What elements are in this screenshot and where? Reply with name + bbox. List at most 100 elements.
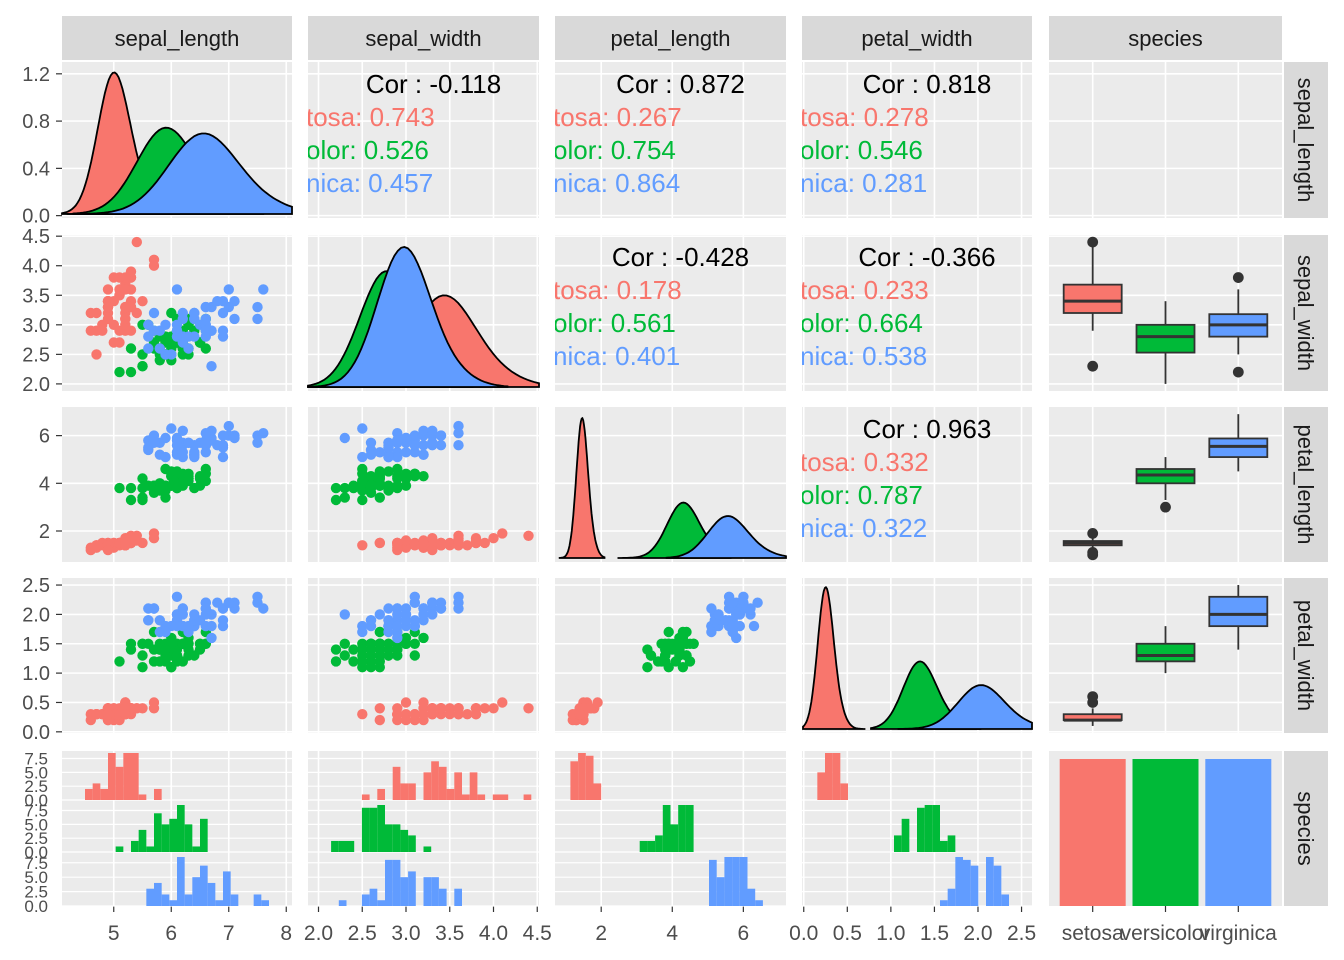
histogram-bar bbox=[123, 753, 131, 800]
point-setosa bbox=[400, 535, 412, 546]
strip-top-label: petal_width bbox=[861, 26, 972, 51]
point-virginica bbox=[171, 591, 183, 602]
density-virginica-petal_length bbox=[665, 515, 787, 559]
correlation-versicolor: olor: 0.561 bbox=[553, 308, 676, 338]
x-tick-label: 2.5 bbox=[1007, 922, 1036, 945]
strip-top-background bbox=[555, 16, 786, 60]
histogram-bar bbox=[940, 840, 948, 852]
point-versicolor bbox=[409, 638, 420, 649]
histogram-bar bbox=[570, 761, 579, 800]
y-tick-label: 2.0 bbox=[22, 374, 50, 396]
x-tick-label: 4.5 bbox=[523, 922, 552, 945]
point-virginica bbox=[752, 597, 763, 608]
correlation-overall: Cor : -0.118 bbox=[366, 69, 501, 99]
point-virginica bbox=[258, 284, 269, 295]
point-virginica bbox=[435, 440, 447, 451]
histogram-bar bbox=[408, 835, 416, 852]
point-setosa bbox=[392, 544, 403, 556]
y-tick-label: 4.0 bbox=[22, 256, 50, 278]
histogram-bar bbox=[230, 894, 239, 906]
histogram-tick-label: 7.5 bbox=[24, 854, 48, 873]
point-setosa bbox=[108, 337, 120, 348]
strip-top-label: species bbox=[1128, 26, 1203, 51]
histogram-bar bbox=[469, 772, 478, 800]
point-versicolor bbox=[339, 482, 350, 494]
point-versicolor bbox=[137, 650, 148, 661]
point-versicolor bbox=[409, 471, 420, 482]
point-setosa bbox=[409, 709, 420, 720]
point-setosa bbox=[418, 709, 429, 720]
point-versicolor bbox=[400, 473, 412, 484]
point-setosa bbox=[374, 537, 385, 549]
point-virginica bbox=[418, 449, 429, 460]
histogram-bar bbox=[840, 783, 848, 800]
correlation-overall: Cor : -0.428 bbox=[612, 242, 749, 272]
point-virginica bbox=[252, 313, 263, 325]
point-virginica bbox=[200, 447, 211, 458]
point-versicolor bbox=[365, 638, 377, 649]
histogram-bar bbox=[169, 818, 177, 852]
correlation-setosa: tosa: 0.233 bbox=[800, 275, 929, 305]
x-tick-label: 4.0 bbox=[479, 922, 508, 945]
point-virginica bbox=[453, 597, 464, 608]
correlation-overall: Cor : 0.818 bbox=[863, 69, 992, 99]
strip-right-background bbox=[1284, 62, 1328, 218]
histogram-bar bbox=[400, 877, 409, 906]
point-setosa bbox=[479, 537, 490, 549]
histogram-bar bbox=[154, 813, 162, 852]
point-versicolor bbox=[330, 482, 342, 494]
point-virginica bbox=[427, 430, 438, 441]
point-virginica bbox=[148, 307, 160, 319]
point-virginica bbox=[453, 440, 464, 451]
point-versicolor bbox=[677, 626, 689, 638]
box-outlier-setosa bbox=[1087, 691, 1099, 702]
histogram-bar bbox=[423, 846, 432, 852]
point-setosa bbox=[427, 533, 438, 544]
histogram-bar bbox=[431, 877, 439, 906]
histogram-bar bbox=[825, 753, 833, 800]
point-versicolor bbox=[348, 644, 359, 655]
histogram-bar bbox=[100, 788, 108, 800]
x-tick-label: 4 bbox=[666, 922, 678, 945]
point-virginica bbox=[223, 597, 234, 608]
point-virginica bbox=[435, 603, 447, 614]
point-setosa bbox=[409, 540, 420, 551]
point-versicolor bbox=[374, 480, 385, 491]
point-setosa bbox=[392, 703, 403, 714]
histogram-bar bbox=[138, 794, 147, 800]
box-versicolor bbox=[1135, 642, 1196, 663]
histogram-bar bbox=[131, 840, 139, 852]
point-versicolor bbox=[642, 644, 653, 655]
histogram-virginica-sepal_width bbox=[308, 859, 539, 907]
histogram-bar bbox=[146, 888, 154, 906]
histogram-bar bbox=[138, 829, 147, 852]
point-virginica bbox=[223, 420, 234, 432]
point-setosa bbox=[427, 709, 438, 720]
point-virginica bbox=[252, 597, 263, 608]
point-setosa bbox=[444, 540, 455, 551]
histogram-bar bbox=[423, 772, 432, 800]
point-versicolor bbox=[674, 638, 685, 649]
point-versicolor bbox=[125, 644, 137, 655]
point-virginica bbox=[206, 632, 217, 644]
histogram-bar bbox=[963, 859, 971, 906]
point-virginica bbox=[357, 451, 368, 463]
y-tick-label: 3.0 bbox=[22, 315, 50, 337]
strip-top-background bbox=[1049, 16, 1282, 60]
point-versicolor bbox=[357, 494, 368, 506]
point-setosa bbox=[91, 540, 102, 551]
point-versicolor bbox=[339, 638, 350, 649]
histogram-bar bbox=[338, 840, 347, 852]
histogram-bar bbox=[92, 783, 101, 800]
strip-top-background bbox=[308, 16, 539, 60]
point-virginica bbox=[189, 609, 200, 620]
point-virginica bbox=[189, 449, 200, 460]
box-virginica bbox=[1208, 595, 1269, 628]
correlation-virginica: nica: 0.281 bbox=[800, 168, 927, 198]
point-versicolor bbox=[677, 662, 689, 673]
x-tick-label: 6 bbox=[738, 922, 750, 945]
point-virginica bbox=[409, 440, 420, 451]
histogram-tick-label: 5.0 bbox=[24, 868, 48, 887]
strip-right-background bbox=[1284, 578, 1328, 733]
panel-background bbox=[555, 235, 786, 391]
